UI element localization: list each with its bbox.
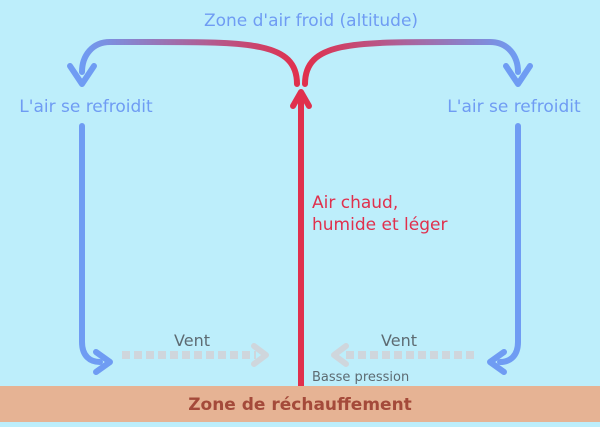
top-left-curved-arrow <box>79 39 300 87</box>
right-cooling-label: L'air se refroidit <box>447 97 581 117</box>
right-wind-label: Vent <box>381 331 417 350</box>
ground-zone-label: Zone de réchauffement <box>188 395 412 415</box>
low-pressure-label: Basse pression <box>312 370 409 385</box>
right-wind-arrowhead-icon <box>331 343 349 367</box>
right-descending-arrow <box>497 123 521 365</box>
top-zone-label: Zone d'air froid (altitude) <box>204 11 418 31</box>
top-left-arrowhead-icon <box>67 63 97 87</box>
warm-air-arrowhead-icon <box>290 89 312 109</box>
left-wind-label: Vent <box>174 331 210 350</box>
top-right-arrowhead-icon <box>503 63 533 87</box>
left-cooling-label: L'air se refroidit <box>19 97 153 117</box>
left-descending-arrow <box>79 123 103 365</box>
right-descending-arrowhead-icon <box>487 349 507 375</box>
left-wind-arrowhead-icon <box>251 343 269 367</box>
top-right-curved-arrow <box>302 39 521 87</box>
warm-air-label-line1: Air chaud, <box>312 193 398 213</box>
right-wind-arrow <box>331 343 474 367</box>
warm-air-label-line2: humide et léger <box>312 215 447 235</box>
left-wind-arrow <box>122 343 269 367</box>
left-descending-arrowhead-icon <box>93 349 113 375</box>
ground-band <box>0 386 600 422</box>
